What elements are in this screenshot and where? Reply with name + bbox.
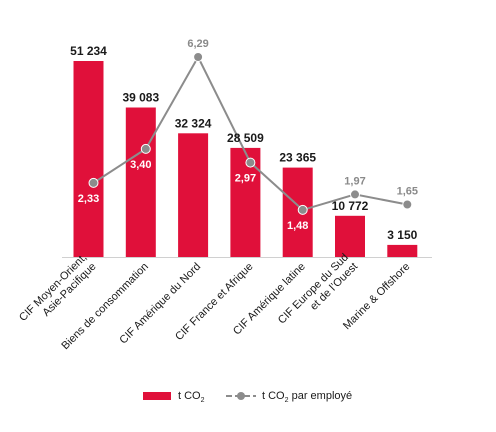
legend-line-marker: [237, 392, 245, 400]
line-value-label: 6,29: [187, 38, 208, 50]
line-value-label: 2,97: [235, 173, 256, 185]
bar-value-label: 3 150: [387, 228, 417, 242]
legend-bar-swatch: [143, 392, 171, 400]
line-point: [193, 52, 204, 62]
legend-bar-label: t CO2: [178, 390, 205, 404]
line-value-label: 1,65: [397, 186, 418, 198]
line-value-label: 3,40: [130, 159, 151, 171]
line-point: [88, 177, 99, 188]
bar: [230, 147, 261, 257]
legend-text-part: par employé: [289, 390, 353, 402]
bar-value-label: 51 234: [70, 44, 107, 58]
bar: [73, 61, 104, 257]
legend: t CO2 t CO2 par employé: [143, 390, 352, 404]
bar-value-label: 28 509: [227, 131, 264, 145]
bar-value-label: 10 772: [332, 199, 369, 213]
bar: [335, 215, 365, 257]
legend-line-label: t CO2 par employé: [262, 390, 352, 404]
bar: [178, 133, 209, 257]
bar: [387, 244, 418, 257]
bar: [125, 107, 156, 257]
line-point: [140, 143, 151, 154]
legend-text-part: t CO: [262, 390, 285, 402]
line-value-label: 1,97: [344, 175, 365, 187]
legend-text-part: t CO: [178, 390, 201, 402]
line-point: [245, 157, 256, 168]
line-point: [350, 189, 360, 200]
legend-subscript: 2: [285, 397, 289, 404]
data-labels: 51 234 39 083 32 324 28 509 23 365 10 772 3 15…: [70, 38, 418, 242]
line-series: [88, 52, 413, 215]
bar-value-label: 39 083: [122, 91, 159, 105]
legend-subscript: 2: [201, 397, 205, 404]
line-point: [402, 199, 413, 210]
line-point: [297, 204, 308, 215]
line-value-label: 1,48: [287, 220, 308, 232]
line-value-label: 2,33: [78, 193, 99, 205]
bar-series: [73, 61, 418, 257]
bar-value-label: 23 365: [279, 151, 316, 165]
bar: [282, 167, 313, 257]
bar-value-label: 32 324: [175, 116, 212, 130]
